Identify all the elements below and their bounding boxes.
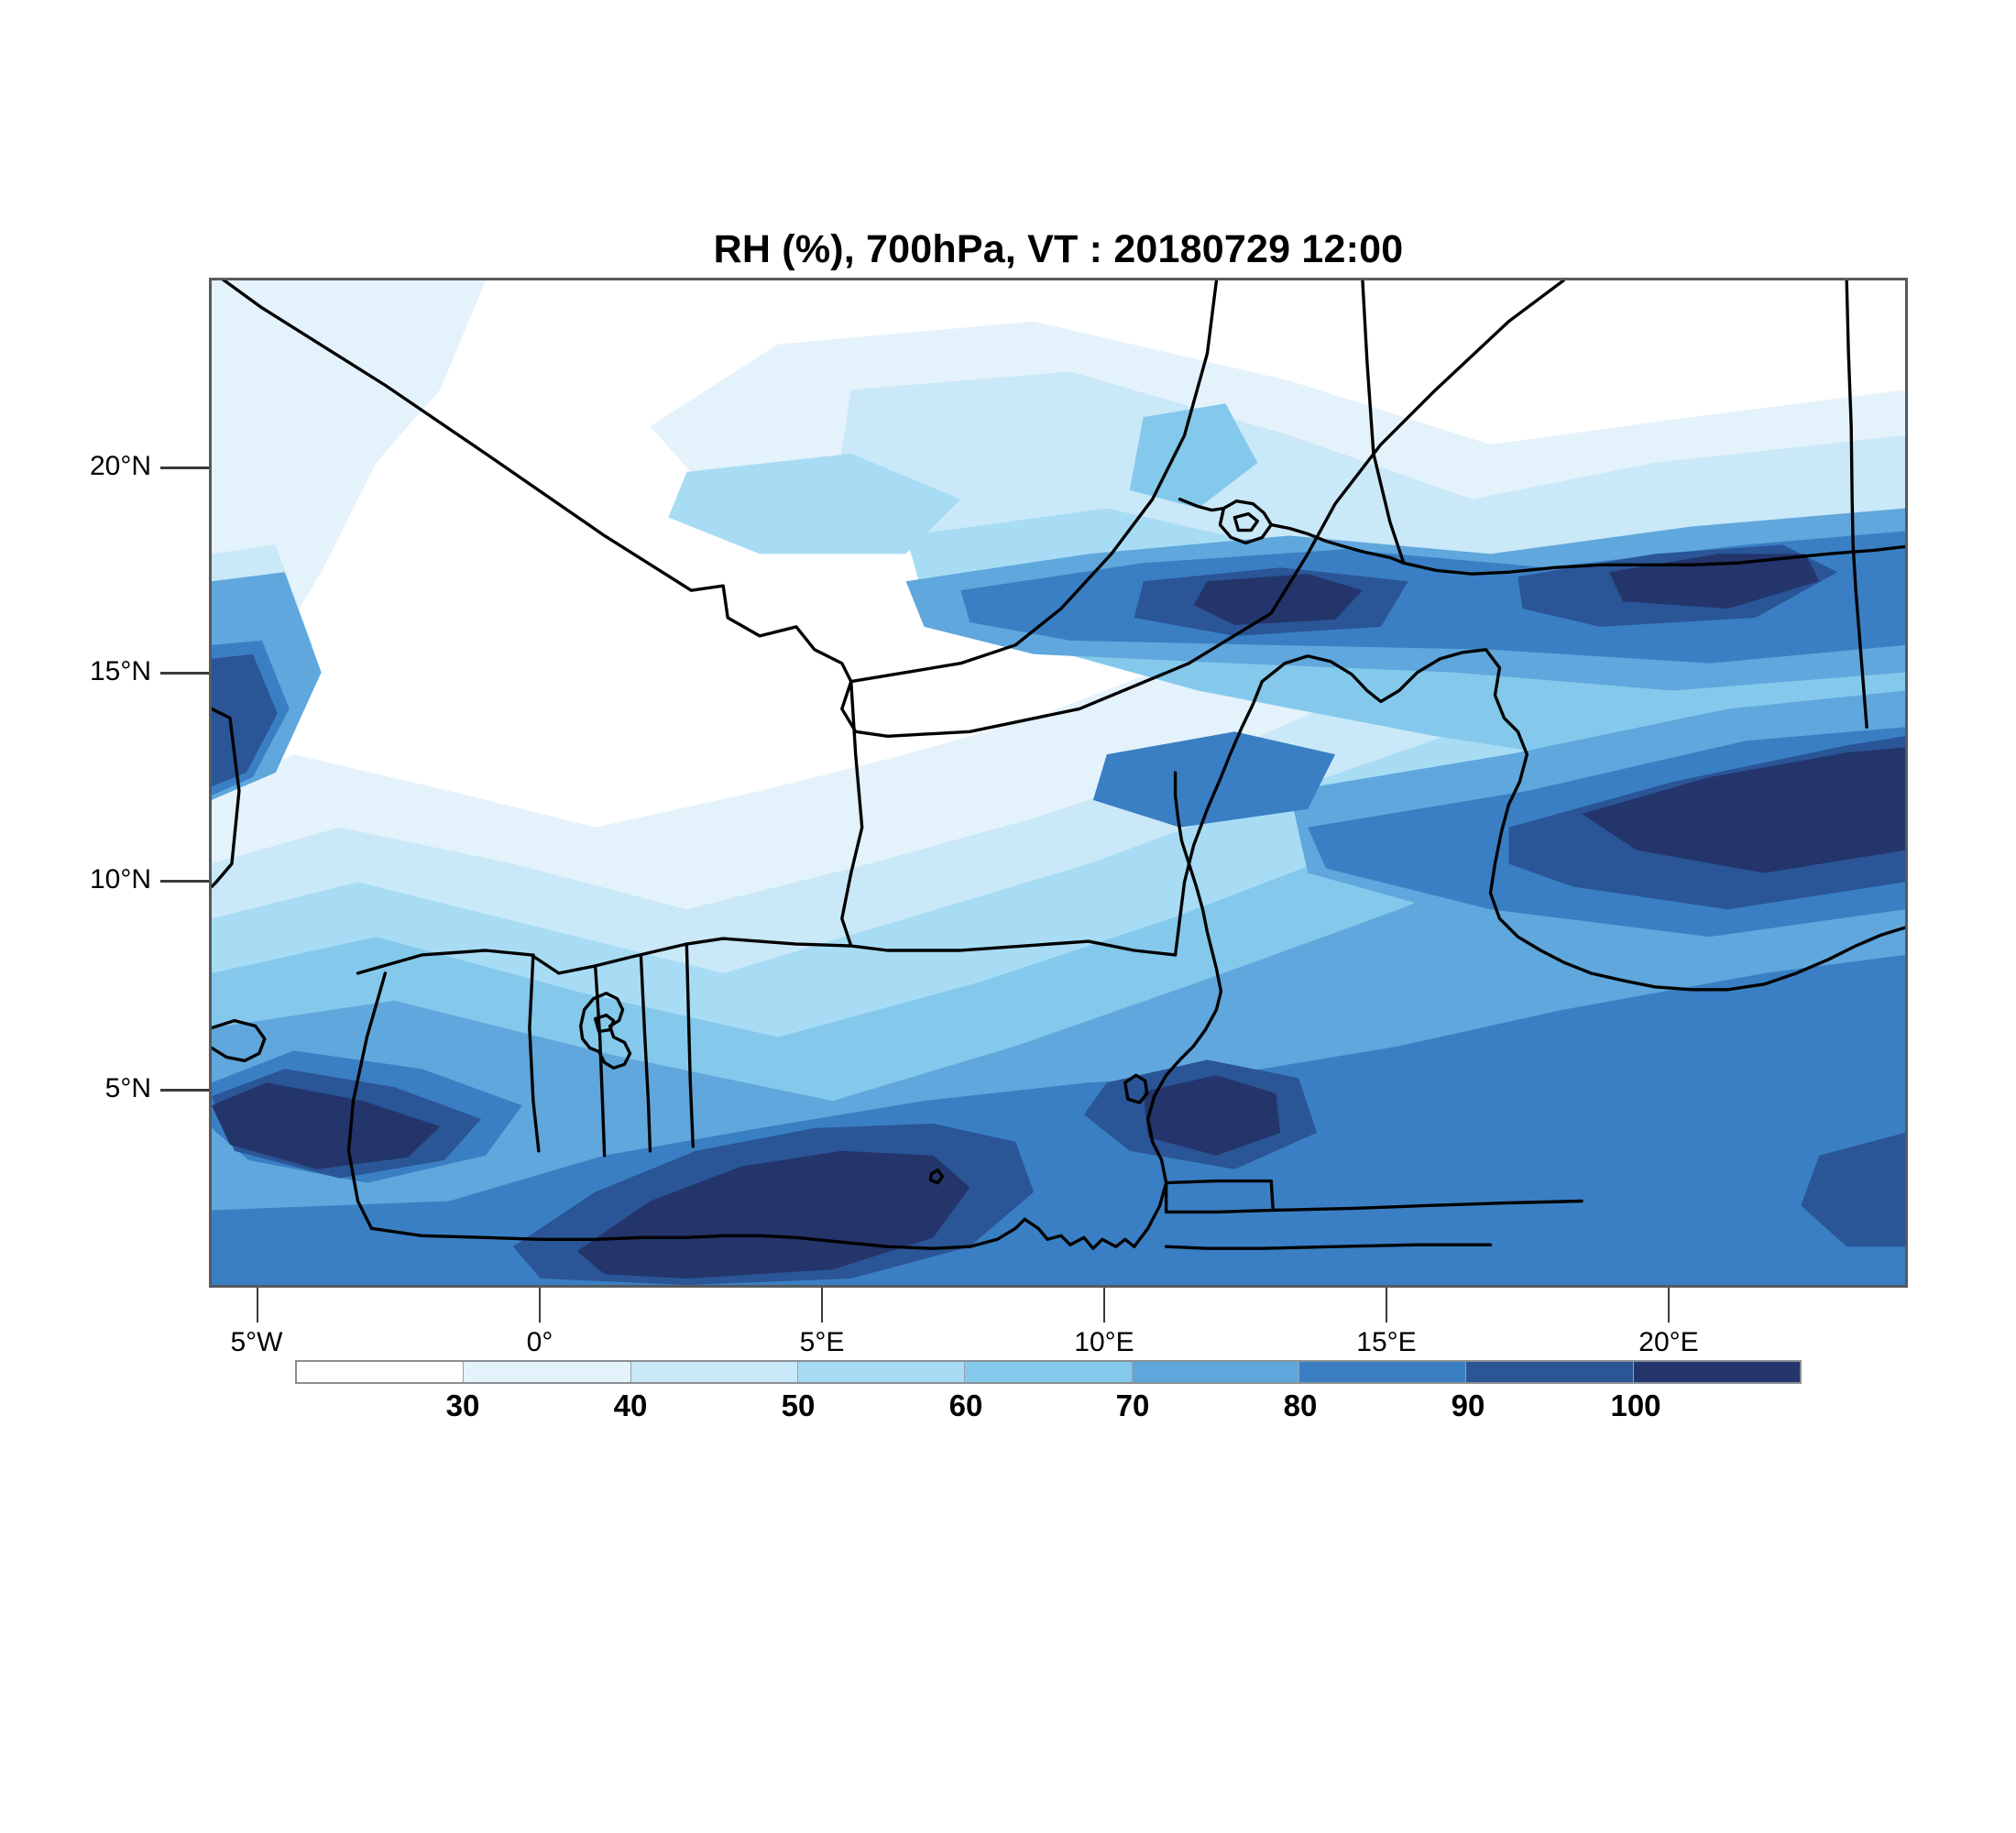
colorbar-band-3 (796, 1362, 965, 1382)
colorbar-band-4 (964, 1362, 1132, 1382)
colorbar-band-8 (1632, 1362, 1800, 1382)
ytick-line-20N (160, 466, 209, 469)
xtick-line-10E (1103, 1288, 1105, 1323)
colorbar-tick-60: 60 (948, 1388, 983, 1422)
xtick-label-10E: 10°E (1074, 1327, 1134, 1357)
relative-humidity-contour-map (212, 280, 1905, 1285)
page-title: RH (%), 700hPa, VT : 20180729 12:00 (713, 227, 1404, 271)
colorbar-tick-50: 50 (781, 1388, 816, 1422)
ytick-label-15N: 15°N (89, 656, 151, 686)
xtick-label-0: 0° (526, 1327, 553, 1357)
colorbar-tick-90: 90 (1451, 1388, 1485, 1422)
ytick-line-5N (160, 1089, 209, 1092)
xtick-line-5E (821, 1288, 823, 1323)
colorbar-tick-80: 80 (1283, 1388, 1318, 1422)
xtick-label-5E: 5°E (799, 1327, 845, 1357)
xtick-label-5W: 5°W (230, 1327, 283, 1357)
colorbar-tick-30: 30 (445, 1388, 480, 1422)
ytick-label-20N: 20°N (89, 451, 151, 481)
colorbar-band-5 (1131, 1362, 1298, 1382)
ytick-line-15N (160, 672, 209, 675)
xtick-line-0 (539, 1288, 541, 1323)
colorbar-band-7 (1465, 1362, 1633, 1382)
xtick-line-20E (1668, 1288, 1670, 1323)
colorbar-band-1 (463, 1362, 630, 1382)
xtick-line-15E (1386, 1288, 1387, 1323)
map-plot-area[interactable] (209, 278, 1908, 1288)
xtick-label-20E: 20°E (1638, 1327, 1699, 1357)
ytick-label-5N: 5°N (104, 1073, 151, 1103)
ytick-label-10N: 10°N (89, 864, 151, 895)
colorbar-band-0 (297, 1362, 464, 1382)
colorbar-tick-40: 40 (613, 1388, 648, 1422)
ytick-line-10N (160, 880, 209, 883)
colorbar-tick-100: 100 (1610, 1388, 1661, 1422)
xtick-line-5W (257, 1288, 258, 1323)
colorbar-band-2 (630, 1362, 797, 1382)
xtick-label-15E: 15°E (1356, 1327, 1417, 1357)
colorbar-tick-70: 70 (1115, 1388, 1150, 1422)
colorbar-band-6 (1298, 1362, 1466, 1382)
colorbar[interactable] (295, 1360, 1802, 1384)
